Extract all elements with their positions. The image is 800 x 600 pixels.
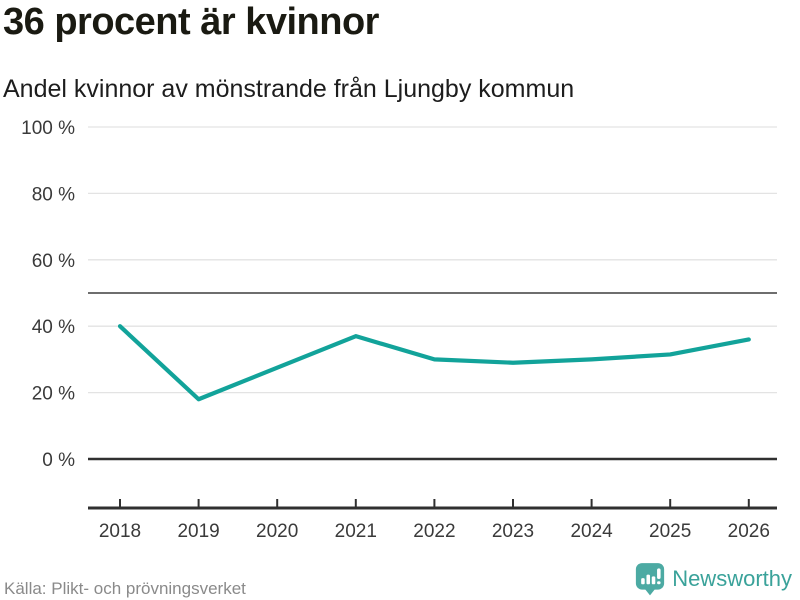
y-tick-label-20: 20 % — [32, 384, 75, 405]
x-tick-label-2024: 2024 — [570, 521, 613, 542]
source-text: Källa: Plikt- och prövningsverket — [4, 579, 246, 598]
x-tick-label-2022: 2022 — [413, 521, 455, 542]
x-tick-label-2025: 2025 — [649, 521, 691, 542]
y-tick-label-100: 100 % — [21, 118, 75, 139]
newsworthy-speech-bubble-bar-chart-icon — [636, 563, 665, 596]
x-tick-label-2018: 2018 — [99, 521, 141, 542]
logo-bubble-tail — [644, 588, 656, 596]
logo-bar-3 — [651, 576, 656, 585]
x-tick-label-2019: 2019 — [177, 521, 219, 542]
chart-title: 36 procent är kvinnor — [3, 1, 379, 43]
y-tick-label-60: 60 % — [32, 251, 75, 272]
newsworthy-logo: Newsworthy — [635, 562, 792, 596]
logo-bar-2 — [646, 574, 651, 585]
x-tick-label-2020: 2020 — [256, 521, 298, 542]
logo-exclamation-stem — [657, 568, 661, 579]
x-tick-label-2021: 2021 — [335, 521, 377, 542]
newsworthy-wordmark: Newsworthy — [672, 566, 792, 591]
chart-subtitle: Andel kvinnor av mönstrande från Ljungby… — [3, 75, 575, 103]
x-tick-label-2026: 2026 — [728, 521, 770, 542]
y-tick-label-80: 80 % — [32, 184, 75, 205]
x-tick-label-2023: 2023 — [492, 521, 534, 542]
logo-bar-1 — [641, 578, 645, 585]
y-tick-label-0: 0 % — [42, 450, 75, 471]
y-tick-label-40: 40 % — [32, 317, 75, 338]
logo-exclamation-dot — [657, 581, 661, 585]
data-line-andel-kvinnor-av-m-nstrande — [117, 324, 751, 402]
